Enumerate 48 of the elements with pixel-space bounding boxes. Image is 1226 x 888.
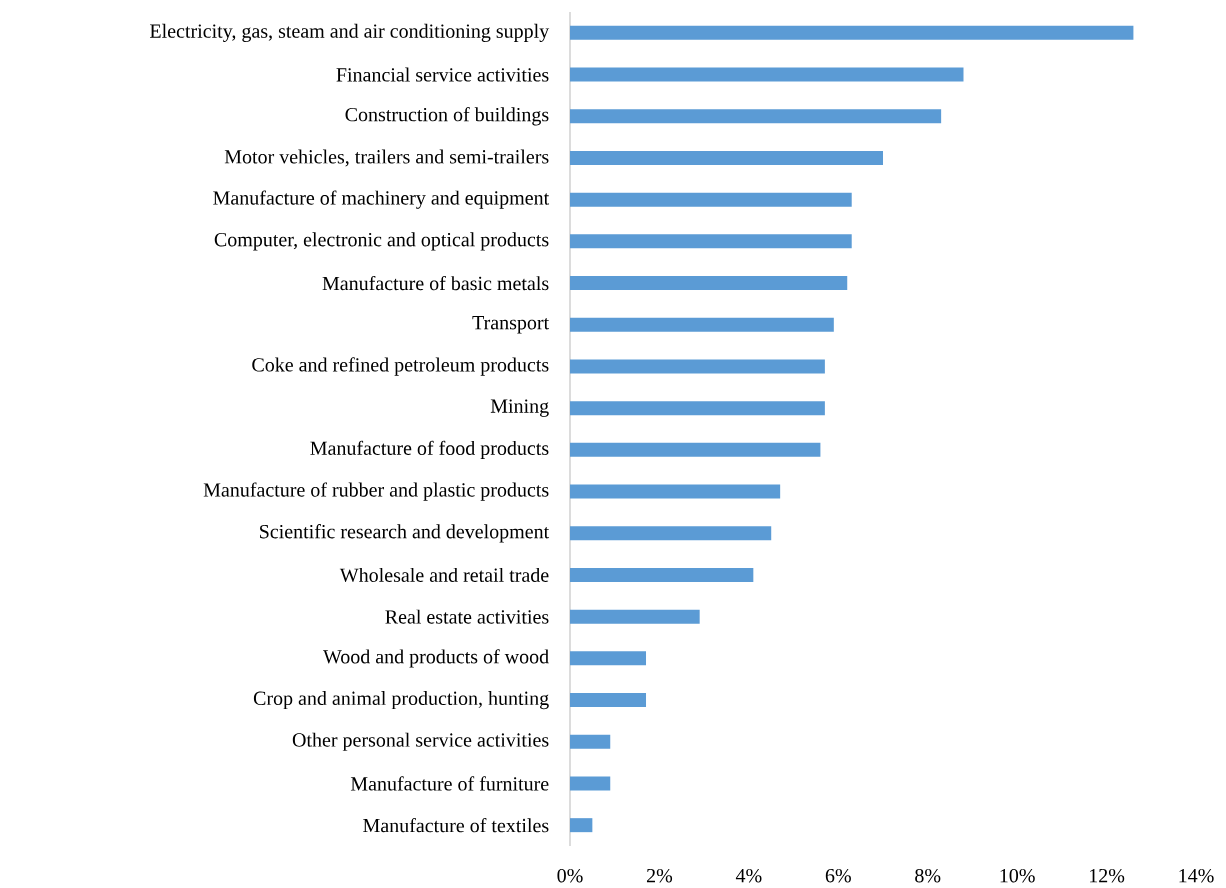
bar: [570, 567, 754, 582]
y-tick-label: Manufacture of rubber and plastic products: [203, 482, 549, 501]
bar: [570, 484, 781, 499]
bar: [570, 401, 825, 416]
y-tick-label: Transport: [472, 316, 550, 334]
bar: [570, 776, 611, 791]
y-tick-label: Coke and refined petroleum products: [252, 357, 549, 376]
bar: [570, 25, 1134, 40]
x-tick-label: 2%: [646, 868, 673, 883]
x-tick-label: 4%: [735, 868, 762, 883]
y-tick-label: Wood and products of wood: [323, 649, 549, 668]
y-tick-label: Manufacture of textiles: [363, 818, 549, 833]
y-tick-label: Computer, electronic and optical products: [214, 232, 549, 251]
bar: [570, 192, 852, 207]
x-tick-label: 8%: [915, 868, 941, 883]
y-tick-label: Manufacture of basic metals: [322, 275, 549, 291]
y-tick-label: Financial service activities: [336, 67, 549, 82]
bar: [570, 526, 772, 541]
y-tick-label: Manufacture of furniture: [350, 776, 549, 791]
y-tick-label: Real estate activities: [385, 609, 549, 624]
y-tick-label: Construction of buildings: [345, 107, 549, 126]
y-tick-label: Manufacture of machinery and equipment: [213, 190, 550, 209]
bar: [570, 109, 942, 124]
y-tick-label: Wholesale and retail trade: [339, 567, 549, 583]
bar: [570, 818, 593, 833]
x-tick-label: 12%: [1090, 868, 1125, 883]
bar: [570, 442, 821, 457]
bar: [570, 150, 883, 165]
bar: [570, 693, 647, 708]
x-tick-label: 6%: [825, 868, 851, 883]
bar: [570, 609, 700, 624]
y-tick-label: Manufacture of food products: [310, 440, 549, 460]
bar: [570, 651, 647, 666]
bar: [570, 276, 848, 291]
y-tick-label: Electricity, gas, steam and air conditioning supply: [149, 23, 550, 42]
x-tick-label: 0%: [557, 868, 583, 883]
bar: [570, 734, 611, 749]
bar: [570, 317, 834, 332]
x-tick-label: 14%: [1179, 868, 1214, 883]
y-tick-label: Crop and animal production, hunting: [253, 690, 549, 710]
y-tick-label: Motor vehicles, trailers and semi-trailers: [224, 149, 549, 167]
x-tick-label: 10%: [1000, 868, 1035, 883]
bar: [570, 359, 825, 374]
y-tick-label: Other personal service activities: [292, 732, 549, 751]
y-tick-label: Scientific research and development: [260, 524, 550, 543]
bar: [570, 234, 852, 249]
y-tick-label: Mining: [490, 399, 549, 417]
bar: [570, 67, 964, 82]
